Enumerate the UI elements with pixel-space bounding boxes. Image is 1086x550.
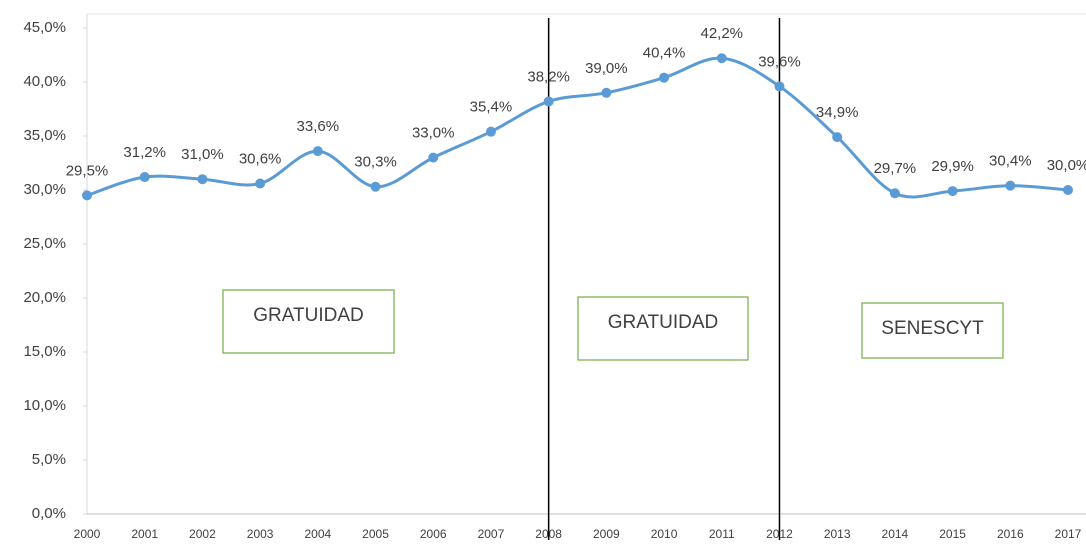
data-label: 30,6% (239, 150, 282, 167)
x-tick-label: 2006 (420, 527, 447, 541)
x-tick-label: 2004 (304, 527, 331, 541)
x-tick-label: 2010 (651, 527, 678, 541)
annotation-box (222, 289, 395, 354)
x-tick-label: 2007 (478, 527, 505, 541)
annotation-box (861, 302, 1004, 359)
point (1063, 185, 1073, 195)
x-tick-label: 2014 (882, 527, 909, 541)
y-tick-label: 15,0% (23, 343, 66, 360)
y-tick-label: 20,0% (23, 289, 66, 306)
line (86, 56, 1069, 199)
x-tick-label: 2001 (131, 527, 158, 541)
x-tick-label: 2013 (824, 527, 851, 541)
data-label: 29,7% (874, 160, 917, 177)
annotation: GRATUIDAD (608, 312, 718, 333)
point (601, 87, 612, 98)
point (832, 132, 843, 143)
y-tick-label: 0,0% (32, 505, 66, 522)
y-tick-label: 10,0% (23, 397, 66, 414)
data-label: 30,0% (1047, 157, 1086, 174)
data-label: 34,9% (816, 104, 859, 121)
x-tick-label: 2015 (939, 527, 966, 541)
point (485, 126, 496, 137)
x-tick-label: 2005 (362, 527, 389, 541)
point (716, 53, 727, 64)
data-label: 30,3% (354, 154, 397, 171)
x-tick-label: 2009 (593, 527, 620, 541)
x-tick-label: 2003 (247, 527, 274, 541)
point (255, 178, 266, 189)
data-label: 30,4% (989, 153, 1032, 170)
y-tick-label: 5,0% (32, 451, 66, 468)
point (197, 174, 208, 185)
annotation: SENESCYT (881, 318, 984, 339)
point (312, 146, 323, 157)
y-tick-label: 30,0% (23, 181, 66, 198)
y-tick-label: 40,0% (23, 73, 66, 90)
annotation: GRATUIDAD (253, 305, 363, 326)
annotation-box (577, 296, 749, 361)
data-label: 42,2% (700, 25, 743, 42)
y-tick-label: 45,0% (23, 19, 66, 36)
data-label: 29,5% (66, 162, 109, 179)
data-label: 31,0% (181, 146, 224, 163)
data-label: 39,0% (585, 60, 628, 77)
y-tick-label: 25,0% (23, 235, 66, 252)
y-tick-label: 35,0% (23, 127, 66, 144)
point (370, 181, 381, 192)
point (139, 172, 150, 183)
data-label: 33,6% (297, 118, 340, 135)
data-label: 40,4% (643, 45, 686, 62)
x-tick-label: 2002 (189, 527, 216, 541)
data-label: 33,0% (412, 125, 455, 142)
x-tick-label: 2000 (74, 527, 101, 541)
point (889, 188, 900, 199)
data-label: 31,2% (123, 144, 166, 161)
point (774, 81, 785, 92)
point (1005, 180, 1016, 191)
point (543, 96, 554, 107)
x-tick-label: 2017 (1055, 527, 1082, 541)
data-label: 35,4% (470, 99, 513, 116)
point (428, 152, 439, 163)
point (82, 190, 92, 201)
x-tick-label: 2011 (709, 527, 735, 541)
x-tick-label: 2016 (997, 527, 1024, 541)
point (947, 186, 958, 197)
data-label: 38,2% (527, 68, 570, 85)
data-label: 29,9% (931, 158, 974, 175)
data-label: 39,6% (758, 53, 801, 70)
point (659, 72, 670, 83)
